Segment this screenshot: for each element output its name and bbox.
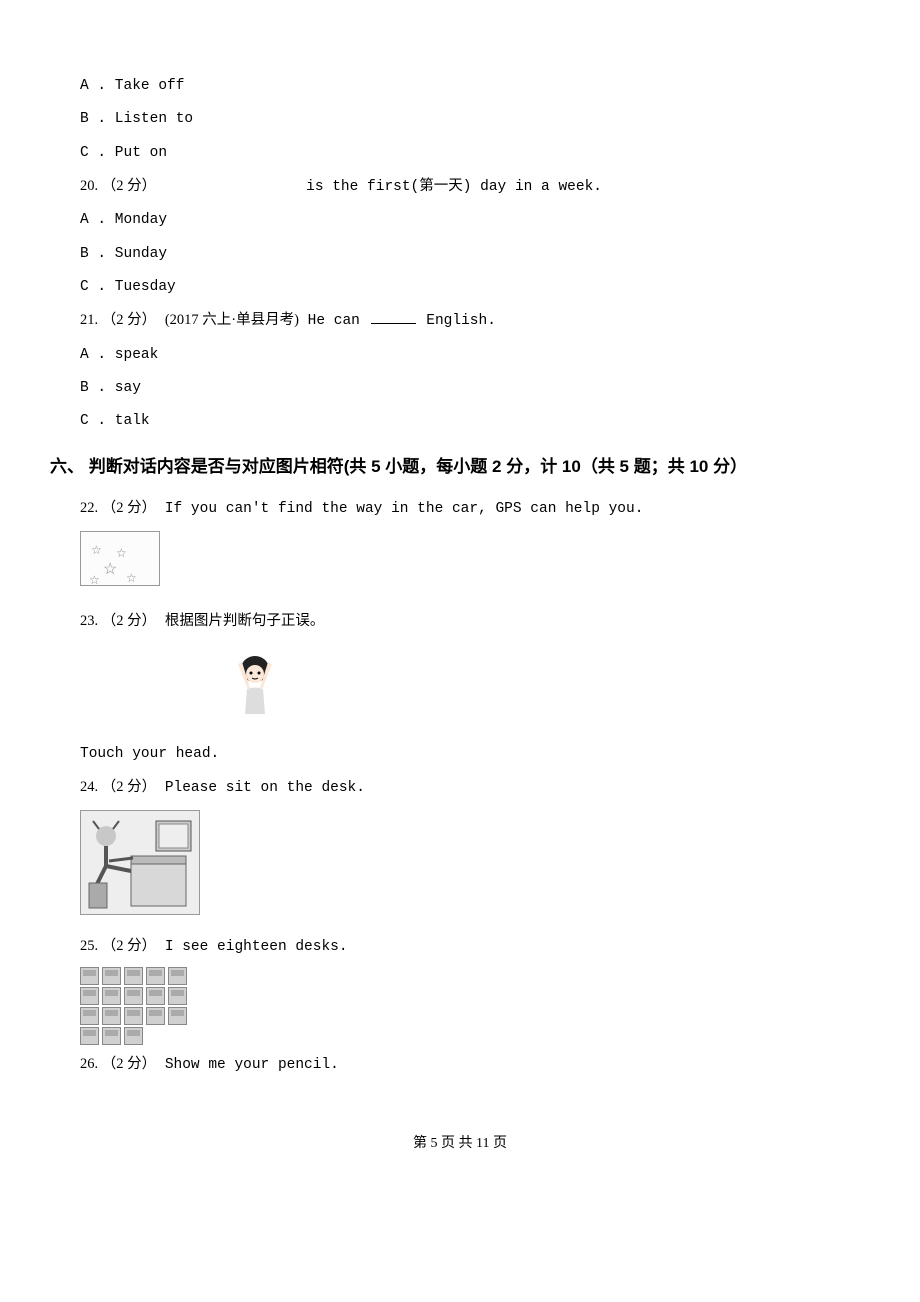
desk-row xyxy=(80,1027,840,1045)
option-a-speak: A . speak xyxy=(80,339,840,372)
q23-sentence: Touch your head. xyxy=(80,738,840,771)
desk-icon xyxy=(124,987,143,1005)
question-20: 20. （2 分） is the first(第一天) day in a week… xyxy=(80,170,840,204)
q23-number: 23. （2 分） xyxy=(80,613,156,629)
q26-number: 26. （2 分） xyxy=(80,1056,156,1072)
question-26: 26. （2 分） Show me your pencil. xyxy=(80,1048,840,1082)
desk-icon xyxy=(102,1027,121,1045)
desk-icon xyxy=(102,967,121,985)
q21-text-b: English. xyxy=(418,313,496,329)
desk-icon xyxy=(124,1027,143,1045)
q24-number: 24. （2 分） xyxy=(80,779,156,795)
desk-icon xyxy=(124,967,143,985)
desk-icon xyxy=(80,1027,99,1045)
section-6-label: 六、 xyxy=(50,457,84,476)
option-b-listento: B . Listen to xyxy=(80,103,840,136)
q26-text: Show me your pencil. xyxy=(165,1057,339,1073)
desk-icon xyxy=(146,987,165,1005)
desk-icon xyxy=(146,967,165,985)
q25-image-desks xyxy=(80,967,840,1045)
option-b-say: B . say xyxy=(80,372,840,405)
q23-image-girl xyxy=(220,644,290,724)
question-23: 23. （2 分） 根据图片判断句子正误。 xyxy=(80,605,840,639)
option-c-tuesday: C . Tuesday xyxy=(80,271,840,304)
option-a-monday: A . Monday xyxy=(80,204,840,237)
desk-icon xyxy=(80,967,99,985)
question-22: 22. （2 分） If you can't find the way in t… xyxy=(80,492,840,526)
q20-number: 20. （2 分） xyxy=(80,178,156,194)
star-icon: ☆ xyxy=(89,567,100,595)
desk-icon xyxy=(168,967,187,985)
option-c-talk: C . talk xyxy=(80,405,840,438)
desk-icon xyxy=(102,1007,121,1025)
star-icon: ☆ xyxy=(91,537,102,565)
q25-number: 25. （2 分） xyxy=(80,938,156,954)
desk-icon xyxy=(124,1007,143,1025)
desk-icon xyxy=(80,987,99,1005)
q25-text: I see eighteen desks. xyxy=(165,939,348,955)
section-6-header: 六、 判断对话内容是否与对应图片相符(共 5 小题，每小题 2 分，计 10（共… xyxy=(50,447,840,486)
desk-row xyxy=(80,1007,840,1025)
desk-row xyxy=(80,987,840,1005)
desk-icon xyxy=(168,987,187,1005)
q22-image-stars: ☆ ☆ ☆ ☆ ☆ xyxy=(80,531,160,586)
page-footer: 第 5 页 共 11 页 xyxy=(80,1132,840,1152)
star-icon: ☆ xyxy=(116,540,127,568)
q21-text-a: He can xyxy=(308,313,369,329)
q23-text: 根据图片判断句子正误。 xyxy=(165,613,325,629)
option-a-takeoff: A . Take off xyxy=(80,70,840,103)
desk-icon xyxy=(80,1007,99,1025)
question-24: 24. （2 分） Please sit on the desk. xyxy=(80,771,840,805)
option-c-puton: C . Put on xyxy=(80,137,840,170)
desk-icon xyxy=(146,1007,165,1025)
star-icon: ☆ xyxy=(103,552,117,589)
q22-number: 22. （2 分） xyxy=(80,500,156,516)
q21-number: 21. （2 分） xyxy=(80,312,156,328)
q21-source: (2017 六上·单县月考) xyxy=(165,312,299,328)
q20-text: is the first(第一天) day in a week. xyxy=(306,179,602,195)
option-b-sunday: B . Sunday xyxy=(80,238,840,271)
q21-blank xyxy=(371,323,416,324)
q24-image-desk xyxy=(80,810,200,915)
desk-row xyxy=(80,967,840,985)
desk-icon xyxy=(102,987,121,1005)
section-6-title: 判断对话内容是否与对应图片相符(共 5 小题，每小题 2 分，计 10（共 5 … xyxy=(89,457,747,476)
star-icon: ☆ xyxy=(126,565,137,593)
question-21: 21. （2 分） (2017 六上·单县月考) He can English. xyxy=(80,304,840,338)
q24-text: Please sit on the desk. xyxy=(165,780,365,796)
desk-icon xyxy=(168,1007,187,1025)
q22-text: If you can't find the way in the car, GP… xyxy=(165,501,644,517)
question-25: 25. （2 分） I see eighteen desks. xyxy=(80,930,840,964)
